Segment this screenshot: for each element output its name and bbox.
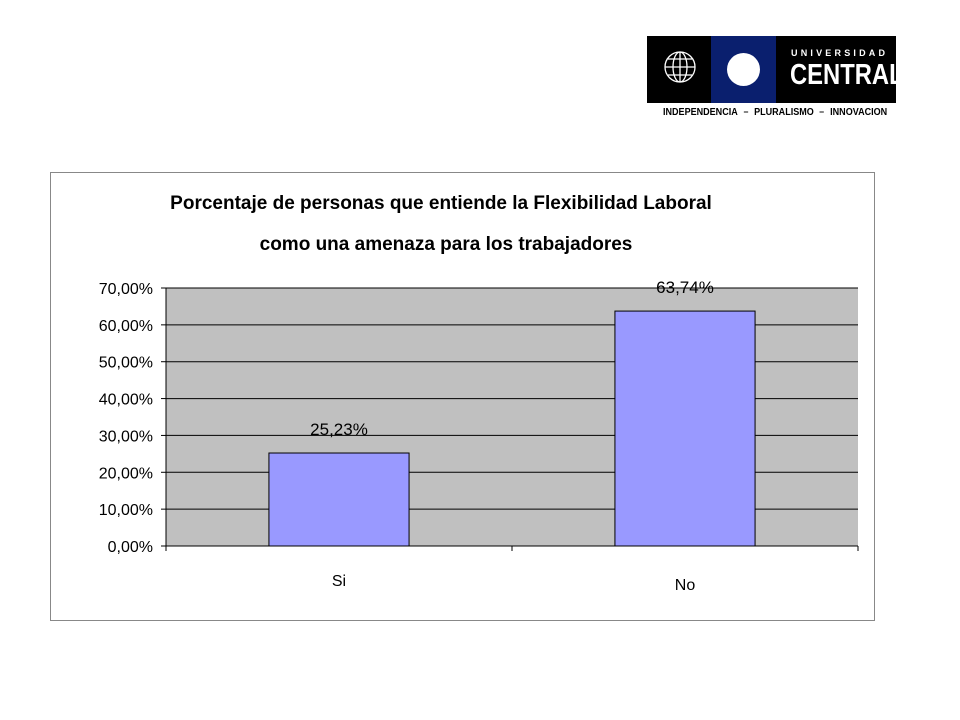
y-tick-label: 30,00% (99, 428, 153, 445)
bar-chart: Porcentaje de personas que entiende la F… (99, 193, 859, 594)
data-label: 25,23% (310, 420, 368, 439)
y-tick-label: 10,00% (99, 502, 153, 519)
logo-central-text: CENTRAL (790, 59, 904, 91)
logo-motto: INDEPENDENCIA PLURALISMO INNOVACION (663, 106, 887, 118)
data-label: 63,74% (656, 278, 714, 297)
y-tick-label: 0,00% (108, 539, 153, 556)
chart-title: Porcentaje de personas que entiende la F… (170, 193, 712, 214)
logo-circle-icon (727, 53, 760, 86)
university-logo: UNIVERSIDAD CENTRAL INDEPENDENCIA PLURALI… (647, 36, 904, 125)
x-tick-label: No (675, 577, 696, 594)
motto-word: INDEPENDENCIA (663, 106, 738, 118)
logo-university-text: UNIVERSIDAD (791, 48, 889, 58)
bar (614, 310, 756, 547)
chart-subtitle: como una amenaza para los trabajadores (260, 234, 633, 255)
y-tick-label: 50,00% (99, 355, 153, 372)
motto-word: PLURALISMO (754, 106, 814, 118)
y-tick-label: 60,00% (99, 318, 153, 335)
chart-area: Porcentaje de personas que entiende la F… (50, 172, 875, 621)
bar (268, 452, 410, 547)
x-tick-label: Si (332, 573, 346, 590)
y-tick-label: 40,00% (99, 392, 153, 409)
y-tick-label: 70,00% (99, 281, 153, 298)
y-tick-label: 20,00% (99, 465, 153, 482)
globe-icon (664, 51, 696, 83)
motto-word: INNOVACION (830, 106, 888, 118)
